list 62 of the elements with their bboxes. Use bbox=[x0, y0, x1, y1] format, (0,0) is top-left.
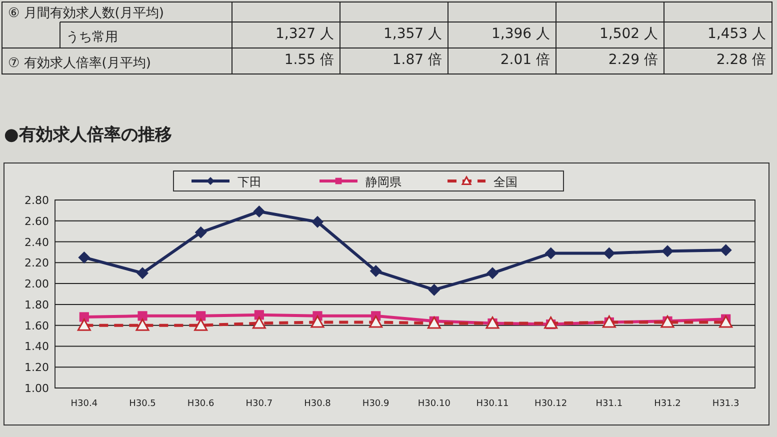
x-tick-label: H30.11 bbox=[476, 399, 509, 409]
x-tick-label: H30.9 bbox=[362, 399, 390, 409]
y-tick-label: 2.00 bbox=[24, 278, 49, 291]
point bbox=[252, 316, 266, 329]
x-tick-label: H30.8 bbox=[304, 399, 332, 409]
point bbox=[196, 311, 206, 321]
chart-title: ●有効求人倍率の推移 bbox=[4, 125, 172, 145]
text: 2.28 倍 bbox=[716, 52, 766, 68]
x-tick-label: H30.6 bbox=[187, 399, 215, 409]
point bbox=[369, 315, 383, 328]
point bbox=[370, 265, 382, 278]
text: 1,327 人 bbox=[275, 26, 334, 42]
y-tick-label: 2.80 bbox=[24, 194, 49, 207]
text: ⑦ 有効求人倍率(月平均) bbox=[8, 55, 151, 71]
x-tick-label: H30.7 bbox=[246, 399, 273, 409]
text: 1,357 人 bbox=[383, 26, 442, 42]
point bbox=[312, 216, 324, 228]
x-tick-label: H30.12 bbox=[534, 399, 568, 409]
point bbox=[544, 247, 557, 260]
point bbox=[253, 205, 266, 218]
y-tick-label: 1.00 bbox=[24, 382, 49, 395]
point bbox=[427, 316, 441, 329]
point bbox=[77, 318, 91, 331]
text: 1,453 人 bbox=[707, 26, 766, 42]
point bbox=[138, 311, 148, 321]
legend-label: 下田 bbox=[238, 175, 262, 189]
point bbox=[194, 318, 208, 331]
x-tick-label: H31.2 bbox=[654, 399, 681, 409]
point bbox=[428, 284, 440, 296]
text: 1.55 倍 bbox=[284, 52, 334, 68]
point bbox=[603, 247, 616, 260]
text: 2.01 倍 bbox=[500, 52, 550, 68]
legend-label: 全国 bbox=[494, 175, 518, 189]
y-tick-label: 2.20 bbox=[24, 256, 49, 270]
y-tick-label: 1.40 bbox=[24, 340, 49, 354]
point bbox=[136, 267, 148, 280]
x-tick-label: H30.4 bbox=[70, 399, 98, 409]
text: うち常用 bbox=[66, 30, 118, 45]
legend-label: 静岡県 bbox=[366, 175, 402, 189]
x-tick-label: H31.1 bbox=[596, 399, 623, 409]
point bbox=[544, 316, 558, 329]
x-tick-label: H30.5 bbox=[129, 399, 156, 409]
text: ⑥ 月間有効求人数(月平均) bbox=[8, 6, 164, 21]
point bbox=[194, 226, 207, 238]
x-tick-label: H30.10 bbox=[418, 399, 451, 409]
y-tick-label: 2.60 bbox=[24, 214, 49, 228]
text: 1,396 人 bbox=[491, 26, 550, 42]
x-tick-label: H31.3 bbox=[712, 399, 740, 409]
point bbox=[720, 244, 732, 256]
y-tick-label: 2.40 bbox=[24, 236, 49, 249]
text: 1,502 人 bbox=[599, 26, 658, 42]
y-tick-label: 1.60 bbox=[24, 319, 49, 332]
point bbox=[662, 245, 674, 258]
point bbox=[719, 315, 733, 328]
point bbox=[78, 251, 90, 264]
y-tick-label: 1.20 bbox=[24, 361, 49, 374]
y-tick-label: 1.80 bbox=[24, 298, 49, 312]
point bbox=[310, 315, 324, 328]
text: 1.87 倍 bbox=[392, 52, 442, 68]
point bbox=[486, 267, 498, 280]
point bbox=[136, 318, 150, 331]
text: 2.29 倍 bbox=[608, 52, 658, 68]
